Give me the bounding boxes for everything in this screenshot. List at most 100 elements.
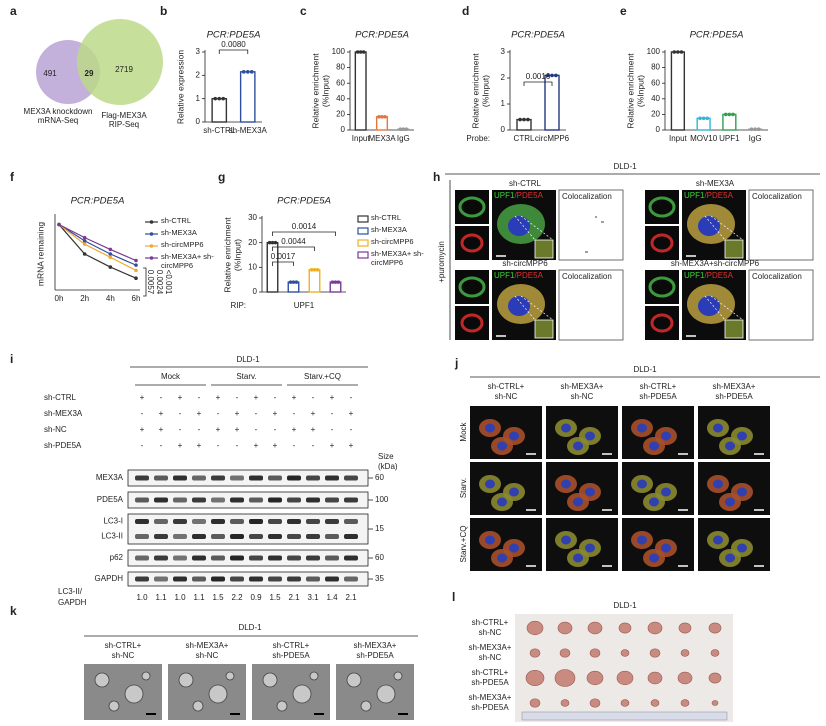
bar bbox=[308, 269, 321, 293]
nucleus bbox=[573, 497, 583, 507]
column-label: sh-NC bbox=[495, 392, 518, 401]
tumor bbox=[589, 648, 601, 658]
cell-line: DLD-1 bbox=[238, 623, 262, 632]
inset bbox=[534, 239, 554, 259]
band bbox=[344, 555, 358, 561]
band bbox=[154, 555, 168, 561]
cell-line: DLD-1 bbox=[633, 365, 657, 374]
replicate-dot bbox=[383, 114, 387, 119]
y-axis-label: (%Input) bbox=[232, 239, 242, 271]
vesicle bbox=[292, 684, 312, 704]
condition-label: sh-MEX3A+sh-circMPP6 bbox=[671, 259, 760, 268]
column-label: sh-NC bbox=[112, 651, 135, 660]
legend-label-box: sh-MEX3A+ sh-circMPP6 bbox=[371, 250, 424, 266]
nucleus bbox=[497, 497, 507, 507]
legend-marker bbox=[149, 220, 154, 224]
x-tick-label: sh-CTRL bbox=[203, 126, 236, 135]
sign: - bbox=[160, 393, 163, 402]
nucleus bbox=[737, 543, 747, 553]
colocalization-label: Colocalization bbox=[562, 272, 612, 281]
replicate-dot bbox=[358, 50, 363, 54]
column-label: sh-CTRL+ bbox=[105, 641, 142, 650]
em-image bbox=[336, 664, 414, 720]
sign: - bbox=[350, 425, 353, 434]
column-label: sh-CTRL+ bbox=[488, 382, 525, 391]
sign: + bbox=[349, 441, 354, 450]
legend-marker bbox=[149, 244, 154, 248]
replicate-dot bbox=[526, 117, 530, 122]
band bbox=[135, 475, 149, 481]
nucleus bbox=[713, 479, 723, 489]
y-tick-label: 1 bbox=[196, 94, 201, 103]
size-label: 100 bbox=[375, 495, 389, 504]
point bbox=[134, 268, 138, 273]
p-value: 0.0057 bbox=[146, 270, 155, 295]
y-axis-label: Relative expression bbox=[175, 50, 185, 124]
legend-marker bbox=[149, 256, 154, 260]
replicate-dot bbox=[249, 70, 254, 74]
sign: + bbox=[140, 393, 145, 402]
nucleus bbox=[725, 553, 735, 563]
band bbox=[135, 555, 149, 561]
legend-label: sh-MEX3A+ sh-circMPP6 bbox=[161, 253, 214, 270]
sign: + bbox=[254, 393, 259, 402]
band bbox=[325, 555, 339, 561]
legend-label: sh-CTRL bbox=[371, 214, 402, 222]
y-tick-label: 2 bbox=[196, 70, 201, 79]
venn-label: Flag-MEX3A bbox=[101, 111, 147, 120]
x-tick-label: 0h bbox=[55, 294, 64, 303]
band bbox=[268, 534, 282, 539]
nucleus bbox=[713, 535, 723, 545]
replicate-dot bbox=[267, 240, 272, 245]
vesicle bbox=[94, 672, 110, 688]
colocalization-image bbox=[748, 189, 814, 261]
sign: + bbox=[216, 393, 221, 402]
replicate-dot bbox=[723, 112, 728, 117]
vesicle bbox=[108, 700, 120, 712]
band bbox=[344, 576, 358, 582]
condition-label: sh-circMPP6 bbox=[502, 259, 548, 268]
band-label: GAPDH bbox=[95, 574, 124, 583]
tumor bbox=[525, 670, 545, 686]
line bbox=[58, 224, 137, 262]
sign: + bbox=[178, 393, 183, 402]
row-label: sh-PDE5A bbox=[471, 678, 509, 687]
legend-label-box: sh-MEX3A bbox=[371, 226, 407, 234]
row-label: sh-MEX3A+ bbox=[469, 643, 512, 652]
p-value: 0.0024 bbox=[155, 270, 164, 295]
stain-red: /PDE5A bbox=[514, 271, 543, 280]
sign: + bbox=[235, 425, 240, 434]
band bbox=[230, 475, 244, 481]
tumor bbox=[618, 622, 632, 634]
replicate-dot bbox=[355, 50, 360, 54]
y-tick-label: 60 bbox=[651, 78, 660, 87]
red-channel bbox=[645, 306, 679, 340]
treatment: +puromycin bbox=[437, 241, 446, 283]
band bbox=[154, 475, 168, 481]
nucleus bbox=[661, 543, 671, 553]
nucleus bbox=[561, 479, 571, 489]
band bbox=[135, 497, 149, 503]
legend-swatch bbox=[357, 239, 369, 247]
nucleus bbox=[509, 431, 519, 441]
sign: - bbox=[274, 393, 277, 402]
ratio-value: 2.1 bbox=[345, 593, 357, 602]
band bbox=[306, 555, 320, 561]
column-label: sh-NC bbox=[196, 651, 219, 660]
nucleus bbox=[637, 535, 647, 545]
band bbox=[211, 576, 225, 582]
band bbox=[344, 475, 358, 481]
y-tick-label: 60 bbox=[336, 78, 345, 87]
ratio-value: 1.1 bbox=[155, 593, 167, 602]
sign: - bbox=[141, 409, 144, 418]
sign: - bbox=[179, 425, 182, 434]
band bbox=[306, 497, 320, 503]
replicate-dot bbox=[288, 280, 293, 284]
bar bbox=[239, 71, 256, 123]
tumor bbox=[616, 670, 634, 686]
nucleus bbox=[585, 487, 595, 497]
stain-green: UPF1 bbox=[494, 191, 515, 200]
legend-marker bbox=[149, 232, 154, 236]
column-label: sh-MEX3A+ bbox=[713, 382, 756, 391]
tumor bbox=[554, 669, 576, 687]
